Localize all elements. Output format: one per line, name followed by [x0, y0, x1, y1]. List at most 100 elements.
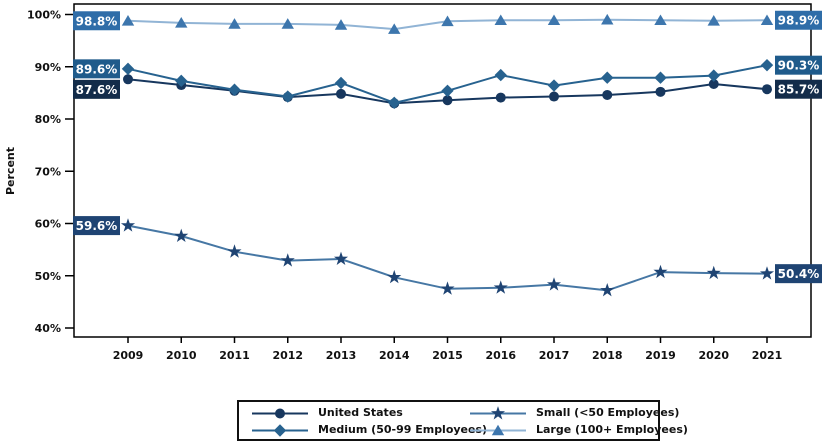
- diamond-marker: [121, 62, 135, 76]
- x-tick-label: 2020: [698, 349, 729, 362]
- value-label-text: 98.8%: [76, 14, 118, 28]
- circle-marker: [762, 84, 772, 95]
- diamond-marker: [441, 84, 454, 97]
- value-label-small-50-employees-left: 59.6%: [73, 216, 120, 236]
- diamond-marker: [228, 83, 241, 96]
- series-line: [127, 224, 768, 292]
- star-marker-icon: [469, 405, 527, 421]
- triangle-marker: [494, 14, 507, 26]
- value-label-text: 50.4%: [778, 267, 820, 281]
- triangle-marker: [601, 13, 614, 25]
- value-label-medium-50-99-employees-right: 90.3%: [775, 55, 822, 75]
- series-large-100-employees: [121, 13, 774, 34]
- diamond-marker: [547, 79, 561, 92]
- triangle-marker: [228, 18, 241, 29]
- star-marker: [280, 253, 295, 267]
- value-label-united-states-left: 87.6%: [73, 79, 120, 99]
- star-marker: [387, 269, 402, 284]
- value-label-chip: [73, 79, 120, 99]
- star-marker: [440, 281, 455, 295]
- star-marker: [493, 280, 508, 294]
- legend-swatch: [470, 405, 526, 419]
- y-tick-label: 100%: [27, 9, 61, 22]
- x-tick-label: 2018: [592, 349, 623, 362]
- y-tick-label: 50%: [35, 270, 61, 283]
- diamond-marker: [334, 76, 348, 90]
- triangle-marker: [175, 17, 188, 28]
- value-label-text: 89.6%: [76, 62, 118, 76]
- x-tick-label: 2013: [326, 349, 357, 362]
- legend-label: United States: [318, 406, 403, 419]
- value-label-chip: [775, 10, 822, 30]
- triangle-marker-icon: [469, 422, 527, 438]
- triangle-marker: [547, 14, 561, 26]
- diamond-marker: [601, 71, 614, 84]
- y-tick-label: 90%: [35, 61, 61, 74]
- star-marker: [706, 265, 721, 280]
- triangle-marker: [760, 14, 774, 26]
- legend-item-large: Large (100+ Employees): [469, 421, 688, 438]
- x-tick-label: 2014: [379, 349, 410, 362]
- value-label-chip: [775, 264, 822, 284]
- y-tick-label: 60%: [35, 218, 61, 231]
- value-label-chip: [73, 11, 120, 31]
- value-label-small-50-employees-right: 50.4%: [775, 264, 822, 284]
- star-marker: [600, 282, 615, 297]
- triangle-marker: [334, 19, 348, 30]
- x-tick-label: 2016: [485, 349, 516, 362]
- triangle-marker: [491, 424, 505, 435]
- value-label-text: 87.6%: [76, 83, 118, 97]
- circle-marker: [655, 86, 666, 97]
- x-tick-label: 2021: [752, 349, 783, 362]
- diamond-marker-icon: [251, 422, 309, 438]
- x-tick-label: 2012: [272, 349, 303, 362]
- star-marker: [653, 264, 668, 279]
- value-label-medium-50-99-employees-left: 89.6%: [73, 59, 120, 79]
- value-label-large-100-employees-right: 98.9%: [775, 10, 822, 30]
- triangle-marker: [388, 23, 401, 34]
- legend-item-small: Small (<50 Employees): [469, 404, 688, 421]
- value-label-chip: [73, 59, 120, 79]
- line-chart: Percent 40% 50% 60% 70% 80% 90% 100% 2009 2010 20…: [4, 3, 822, 362]
- circle-marker: [549, 91, 559, 102]
- x-tick-label: 2019: [645, 349, 676, 362]
- triangle-marker: [707, 14, 720, 26]
- y-tick-label: 70%: [35, 165, 61, 178]
- value-label-united-states-right: 85.7%: [775, 79, 822, 99]
- circle-marker-icon: [251, 405, 309, 421]
- x-tick-label: 2015: [432, 349, 463, 362]
- circle-marker: [495, 92, 506, 103]
- diamond-marker: [654, 71, 667, 84]
- star-marker: [333, 251, 349, 266]
- circle-marker: [708, 78, 719, 89]
- star-marker: [227, 244, 242, 258]
- diamond-marker: [707, 69, 720, 82]
- value-label-text: 85.7%: [778, 83, 820, 97]
- value-label-text: 90.3%: [778, 59, 820, 73]
- value-label-text: 98.9%: [778, 14, 820, 28]
- circle-marker: [442, 95, 453, 106]
- star-marker: [490, 405, 506, 419]
- legend-swatch: [252, 423, 308, 437]
- legend-label: Medium (50-99 Employees): [318, 423, 488, 436]
- diamond-marker: [273, 423, 287, 437]
- value-label-large-100-employees-left: 98.8%: [73, 11, 120, 31]
- diamond-marker: [494, 68, 507, 82]
- legend-item-united-states: United States: [251, 404, 469, 421]
- triangle-marker: [654, 14, 667, 26]
- legend-label: Small (<50 Employees): [536, 406, 680, 419]
- circle-marker: [336, 88, 346, 99]
- value-label-chip: [775, 79, 822, 99]
- x-tick-label: 2009: [113, 349, 144, 362]
- legend-label: Large (100+ Employees): [536, 423, 688, 436]
- legend-swatch: [252, 408, 308, 418]
- triangle-marker: [281, 18, 294, 29]
- triangle-marker: [121, 14, 135, 26]
- circle-marker: [275, 408, 285, 418]
- x-tick-label: 2017: [539, 349, 570, 362]
- diamond-marker: [175, 74, 188, 88]
- diamond-marker: [281, 90, 294, 103]
- series-medium-50-99-employees: [121, 58, 774, 110]
- x-tick-label: 2010: [166, 349, 197, 362]
